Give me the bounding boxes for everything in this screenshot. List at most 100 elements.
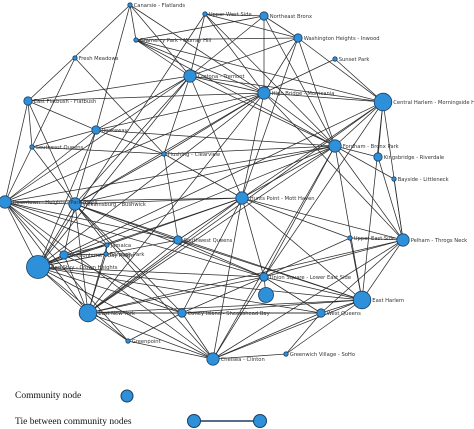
- edge-rockaway-fordham: [95, 129, 336, 147]
- node-wash_hts: [293, 33, 303, 43]
- edge-hunts_point-pelham: [241, 197, 404, 241]
- edge-crotona-williamsburg: [74, 75, 191, 205]
- edge-fordham-kingsbridge: [334, 145, 379, 158]
- edge-central_harlem-east_harlem: [361, 101, 384, 301]
- edge-borough_park-east_ny: [87, 253, 107, 314]
- edge-central_harlem-fordham: [334, 101, 384, 147]
- node-pelham: [396, 233, 410, 247]
- node-fresh_meadows: [72, 55, 78, 61]
- edge-se_queens-williamsburg: [31, 146, 76, 205]
- node-label-sunset_park: Sunset Park: [339, 57, 370, 63]
- edge-se_queens-downtown: [4, 146, 33, 203]
- node-label-east_flatbush: East Flatbush - Flatbush: [34, 99, 96, 105]
- edge-fresh_meadows-se_queens: [31, 57, 76, 148]
- edge-wash_hts-central_harlem: [297, 37, 384, 103]
- edge-east_ny-east_harlem: [87, 299, 363, 314]
- edge-fordham-union_sq: [263, 145, 336, 278]
- edge-bed_stuy-east_harlem: [37, 266, 363, 301]
- edge-williamsburg-jamaica: [74, 203, 108, 246]
- label-layer: Canarsie - Flatlands Upper West Side North…: [13, 3, 474, 363]
- node-label-jamaica: Jamaica: [110, 243, 131, 249]
- edge-union_sq-east_ny: [87, 276, 265, 314]
- edge-bed_stuy-union_sq: [37, 266, 265, 278]
- edge-hunts_point-upper_east: [241, 197, 351, 239]
- edge-coney-greenpoint: [127, 312, 183, 342]
- edge-fordham-east_harlem: [334, 145, 363, 301]
- edge-central_harlem-east_ny: [87, 101, 384, 314]
- edge-wash_hts-high_bridge: [263, 37, 299, 94]
- edge-high_bridge-central_harlem: [263, 92, 384, 103]
- node-chelsea: [206, 352, 220, 366]
- node-fordham: [328, 139, 342, 153]
- edge-canarsie-crotona: [129, 4, 191, 77]
- edge-downtown-jamaica: [4, 201, 108, 246]
- node-label-fresh_meadows: Fresh Meadows: [79, 56, 119, 62]
- node-label-flushing: Flushing - Clearview: [168, 152, 221, 158]
- edge-downtown-bed_stuy: [4, 201, 39, 268]
- edge-union_sq-east_harlem: [263, 276, 363, 301]
- edge-southwest_queens-union_sq: [177, 239, 265, 278]
- node-label-hunts_point: Hunts Point - Mott Haven: [250, 196, 315, 202]
- node-jamaica: [104, 242, 110, 248]
- node-bed_stuy: [26, 255, 50, 279]
- edge-greenwich-west_queens: [285, 312, 322, 355]
- node-greenwich: [283, 351, 289, 357]
- edge-crotona-high_bridge: [189, 75, 265, 94]
- edge-bed_stuy-coney: [37, 266, 183, 314]
- edge-gramercy-central_harlem: [135, 39, 384, 103]
- edge-ne_bronx-crotona: [189, 15, 265, 77]
- node-lic: [258, 287, 274, 303]
- edge-hunts_point-jamaica: [106, 197, 243, 246]
- edge-gramercy-wash_hts: [135, 37, 299, 41]
- edge-fordham-east_ny: [87, 145, 336, 314]
- node-upper_west: [202, 11, 208, 17]
- edge-upper_west-crotona: [189, 13, 206, 77]
- edge-crotona-bed_stuy: [37, 75, 191, 268]
- edge-pelham-chelsea: [212, 239, 404, 360]
- edge-williamsburg-chelsea: [74, 203, 214, 360]
- edge-fordham-chelsea: [212, 145, 336, 360]
- edge-kingsbridge-pelham: [377, 156, 404, 241]
- node-layer: [0, 2, 410, 366]
- edge-se_queens-flushing: [31, 146, 165, 155]
- node-downtown: [0, 195, 12, 209]
- edge-bensonhurst-east_ny: [63, 254, 89, 314]
- edge-bensonhurst-coney: [63, 254, 183, 314]
- edge-east_ny-chelsea: [87, 312, 214, 360]
- edge-coney-chelsea: [181, 312, 214, 360]
- edge-bed_stuy-west_queens: [37, 266, 322, 314]
- node-rockaway: [91, 125, 101, 135]
- edge-hunts_point-chelsea: [212, 197, 243, 360]
- node-ne_bronx: [259, 11, 269, 21]
- edge-flushing-williamsburg: [74, 153, 165, 205]
- edge-east_harlem-greenwich: [285, 299, 363, 355]
- node-canarsie: [127, 2, 133, 8]
- node-label-high_bridge: High Bridge - Morrisania: [272, 91, 335, 97]
- edge-fresh_meadows-flushing: [74, 57, 165, 155]
- node-high_bridge: [257, 86, 271, 100]
- edge-gramercy-fordham: [135, 39, 336, 147]
- node-sunset_park: [332, 56, 338, 62]
- edge-wash_hts-crotona: [189, 37, 299, 77]
- edge-williamsburg-hunts_point: [74, 197, 243, 205]
- edge-williamsburg-bed_stuy: [37, 203, 76, 268]
- node-label-wash_hts: Washington Heights - Inwood: [304, 36, 380, 42]
- edge-flushing-hunts_point: [163, 153, 243, 199]
- edge-rockaway-flushing: [95, 129, 165, 155]
- edge-union_sq-west_queens: [263, 276, 322, 314]
- edge-bayside-pelham: [393, 178, 404, 241]
- node-label-kingsbridge: Kingsbridge - Riverdale: [384, 155, 444, 161]
- edge-gramercy-crotona: [135, 39, 191, 77]
- node-greenpoint: [125, 338, 131, 344]
- edge-fordham-downtown: [4, 145, 336, 203]
- node-label-east_ny: East New York: [98, 311, 135, 317]
- node-borough_park: [103, 251, 109, 257]
- legend: Community node Tie between community nod…: [15, 389, 267, 428]
- edge-high_bridge-east_ny: [87, 92, 265, 314]
- edge-high_bridge-fordham: [263, 92, 336, 147]
- node-east_ny: [78, 303, 98, 323]
- node-southwest_queens: [173, 235, 183, 245]
- edge-canarsie-rockaway: [95, 4, 131, 131]
- edge-pelham-east_harlem: [361, 239, 404, 301]
